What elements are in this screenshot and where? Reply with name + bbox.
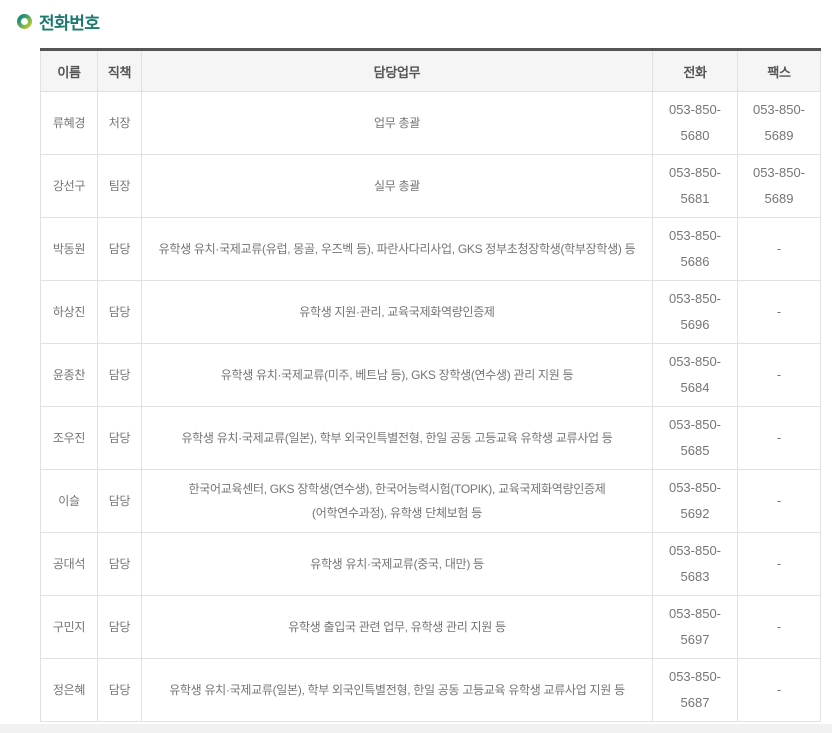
cell-fax: - bbox=[737, 343, 821, 407]
table-row: 하상진 담당 유학생 지원·관리, 교육국제화역량인증제 053-850-5696- bbox=[40, 280, 821, 344]
ring-bullet-icon bbox=[17, 14, 32, 29]
page-title: 전화번호 bbox=[39, 14, 100, 33]
cell-position: 담당 bbox=[97, 532, 142, 596]
cell-position: 팀장 bbox=[97, 154, 142, 218]
cell-duty: 업무 총괄 bbox=[141, 91, 653, 155]
cell-phone: 053-850-5685 bbox=[652, 406, 738, 470]
cell-duty: 유학생 유치·국제교류(일본), 학부 외국인특별전형, 한일 공동 고등교육 … bbox=[141, 406, 653, 470]
cell-name: 공대석 bbox=[40, 532, 98, 596]
cell-phone: 053-850-5692 bbox=[652, 469, 738, 533]
cell-fax: 053-850-5689 bbox=[737, 91, 821, 155]
table-row: 조우진 담당 유학생 유치·국제교류(일본), 학부 외국인특별전형, 한일 공동 … bbox=[40, 406, 821, 470]
cell-name: 윤종찬 bbox=[40, 343, 98, 407]
table-row: 윤종찬 담당 유학생 유치·국제교류(미주, 베트남 등), GKS 장학생(연수생… bbox=[40, 343, 821, 407]
column-header-phone: 전화 bbox=[652, 49, 738, 92]
cell-phone: 053-850-5683 bbox=[652, 532, 738, 596]
column-header-duty: 담당업무 bbox=[141, 49, 653, 92]
cell-phone: 053-850-5680 bbox=[652, 91, 738, 155]
cell-duty: 유학생 지원·관리, 교육국제화역량인증제 bbox=[141, 280, 653, 344]
cell-duty: 유학생 유치·국제교류(유럽, 몽골, 우즈벡 등), 파란사다리사업, GKS… bbox=[141, 217, 653, 281]
cell-phone: 053-850-5696 bbox=[652, 280, 738, 344]
column-header-position: 직책 bbox=[97, 49, 142, 92]
page-bottom-strip bbox=[0, 724, 832, 733]
cell-phone: 053-850-5684 bbox=[652, 343, 738, 407]
cell-duty: 유학생 유치·국제교류(미주, 베트남 등), GKS 장학생(연수생) 관리 … bbox=[141, 343, 653, 407]
table-row: 류혜경 처장 업무 총괄 053-850-5680 053-850-5689 bbox=[40, 91, 821, 155]
header-row: 이름 직책 담당업무 전화 팩스 bbox=[40, 49, 821, 92]
cell-position: 담당 bbox=[97, 406, 142, 470]
phone-directory-table: 이름 직책 담당업무 전화 팩스 류혜경 처장 업무 총괄 053-850-5680 0… bbox=[40, 48, 821, 722]
cell-name: 강선구 bbox=[40, 154, 98, 218]
cell-position: 담당 bbox=[97, 595, 142, 659]
cell-name: 구민지 bbox=[40, 595, 98, 659]
cell-duty: 유학생 출입국 관련 업무, 유학생 관리 지원 등 bbox=[141, 595, 653, 659]
cell-fax: - bbox=[737, 532, 821, 596]
table-row: 정은혜 담당 유학생 유치·국제교류(일본), 학부 외국인특별전형, 한일 공동 … bbox=[40, 658, 821, 722]
cell-fax: - bbox=[737, 658, 821, 722]
column-header-name: 이름 bbox=[40, 49, 98, 92]
cell-fax: - bbox=[737, 595, 821, 659]
table-row: 이슬 담당 한국어교육센터, GKS 장학생(연수생), 한국어능력시험(TOPIK… bbox=[40, 469, 821, 533]
cell-position: 담당 bbox=[97, 343, 142, 407]
table-row: 구민지 담당 유학생 출입국 관련 업무, 유학생 관리 지원 등 053-850-5… bbox=[40, 595, 821, 659]
cell-phone: 053-850-5686 bbox=[652, 217, 738, 281]
cell-duty: 한국어교육센터, GKS 장학생(연수생), 한국어능력시험(TOPIK), 교… bbox=[141, 469, 653, 533]
column-header-fax: 팩스 bbox=[737, 49, 821, 92]
cell-duty: 유학생 유치·국제교류(중국, 대만) 등 bbox=[141, 532, 653, 596]
cell-fax: - bbox=[737, 280, 821, 344]
cell-name: 조우진 bbox=[40, 406, 98, 470]
section-heading: 전화번호 bbox=[17, 9, 100, 34]
cell-duty: 유학생 유치·국제교류(일본), 학부 외국인특별전형, 한일 공동 고등교육 … bbox=[141, 658, 653, 722]
cell-position: 담당 bbox=[97, 280, 142, 344]
table-row: 강선구 팀장 실무 총괄 053-850-5681 053-850-5689 bbox=[40, 154, 821, 218]
cell-name: 박동원 bbox=[40, 217, 98, 281]
table-header: 이름 직책 담당업무 전화 팩스 bbox=[40, 49, 821, 92]
cell-phone: 053-850-5697 bbox=[652, 595, 738, 659]
cell-position: 처장 bbox=[97, 91, 142, 155]
cell-fax: - bbox=[737, 406, 821, 470]
cell-position: 담당 bbox=[97, 217, 142, 281]
cell-position: 담당 bbox=[97, 658, 142, 722]
cell-name: 정은혜 bbox=[40, 658, 98, 722]
phone-table-body: 류혜경 처장 업무 총괄 053-850-5680 053-850-5689 강선구 팀장 실… bbox=[40, 91, 821, 722]
cell-position: 담당 bbox=[97, 469, 142, 533]
cell-fax: - bbox=[737, 217, 821, 281]
cell-duty: 실무 총괄 bbox=[141, 154, 653, 218]
cell-name: 하상진 bbox=[40, 280, 98, 344]
cell-fax: 053-850-5689 bbox=[737, 154, 821, 218]
cell-fax: - bbox=[737, 469, 821, 533]
cell-name: 이슬 bbox=[40, 469, 98, 533]
table-row: 공대석 담당 유학생 유치·국제교류(중국, 대만) 등 053-850-5683- bbox=[40, 532, 821, 596]
cell-phone: 053-850-5687 bbox=[652, 658, 738, 722]
cell-phone: 053-850-5681 bbox=[652, 154, 738, 218]
table-row: 박동원 담당 유학생 유치·국제교류(유럽, 몽골, 우즈벡 등), 파란사다리사업… bbox=[40, 217, 821, 281]
cell-name: 류혜경 bbox=[40, 91, 98, 155]
